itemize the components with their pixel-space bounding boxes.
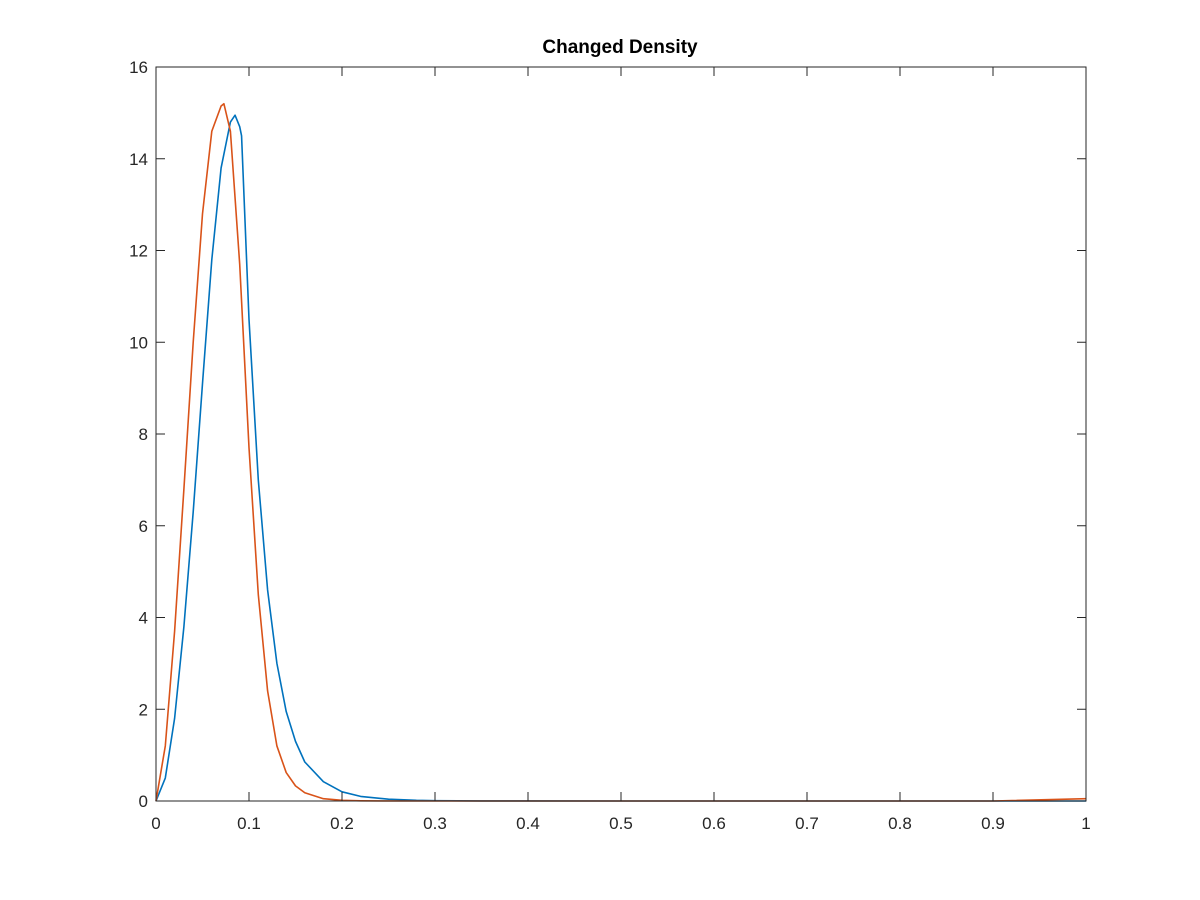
axes-frame: [155, 66, 1087, 802]
x-tick-label: 0.7: [795, 814, 819, 833]
x-tick-label: 0.6: [702, 814, 726, 833]
y-tick-label: 0: [139, 792, 148, 811]
axis-ticks: 0 0.1 0.2 0.3 0.4 0.5 0.6 0.7 0.8 0.9 102468101214…: [129, 58, 1091, 833]
x-tick-label: 0.8: [888, 814, 912, 833]
y-tick-label: 4: [139, 609, 148, 628]
x-tick-label: 0: [151, 814, 160, 833]
x-tick-label: 0.9: [981, 814, 1005, 833]
series-line-1: [155, 114, 1086, 802]
chart-title: Changed Density: [542, 37, 698, 58]
x-tick-label: 0.5: [609, 814, 633, 833]
plot-area: [155, 102, 1087, 802]
y-tick-label: 6: [139, 517, 148, 536]
y-tick-label: 2: [139, 700, 148, 719]
y-tick-label: 8: [139, 425, 148, 444]
y-tick-label: 10: [129, 333, 148, 352]
x-tick-label: 0.1: [237, 814, 261, 833]
x-tick-label: 0.4: [516, 814, 540, 833]
axes-box: [155, 66, 1087, 802]
x-tick-label: 0.2: [330, 814, 354, 833]
y-tick-label: 14: [129, 150, 148, 169]
y-tick-label: 16: [129, 58, 148, 77]
y-tick-label: 12: [129, 242, 148, 261]
series-line-2: [155, 102, 1087, 802]
x-tick-label: 0.3: [423, 814, 447, 833]
x-tick-label: 1: [1081, 814, 1090, 833]
